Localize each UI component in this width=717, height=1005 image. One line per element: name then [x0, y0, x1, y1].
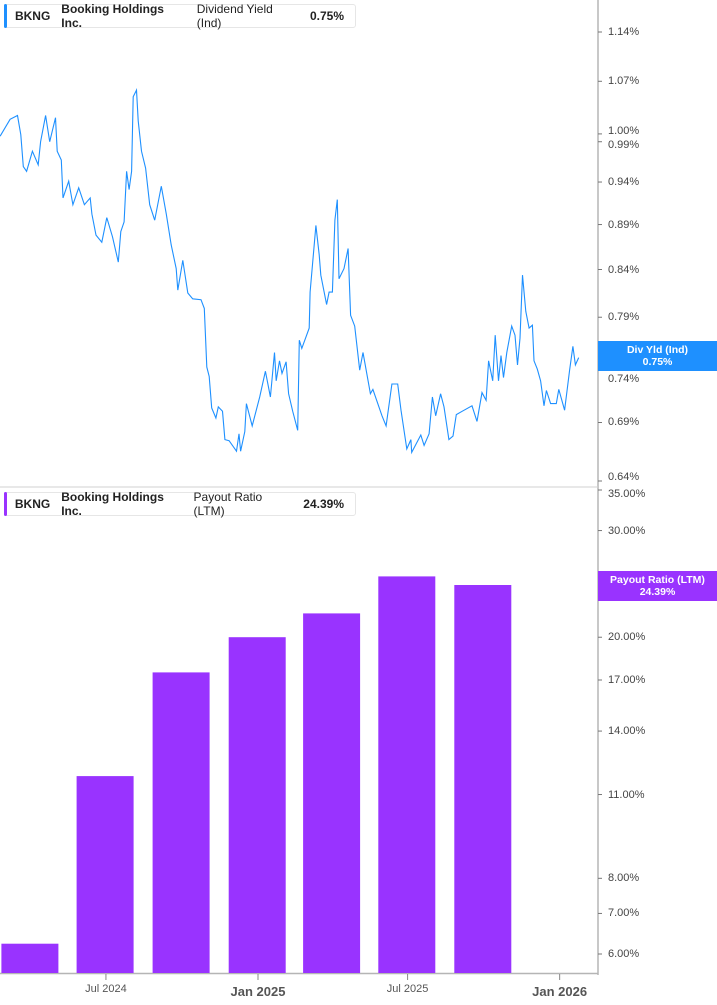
axis-ticks — [105, 31, 602, 980]
legend-accent — [4, 492, 7, 516]
payout-bar — [228, 637, 286, 973]
y-tick-label: 0.74% — [608, 373, 640, 386]
x-tick-label: Jan 2025 — [230, 984, 286, 999]
legend-ticker: BKNG — [14, 497, 51, 511]
tag-label: Div Yld (Ind) — [626, 344, 689, 356]
y-tick-label: 0.99% — [608, 138, 640, 151]
y-tick-label: 6.00% — [608, 948, 640, 960]
payout-ratio-last-value-tag: Payout Ratio (LTM) 24.39% — [598, 571, 717, 601]
y-tick-label: 30.00% — [608, 524, 646, 537]
x-tick-label: Jan 2026 — [532, 984, 588, 999]
x-tick-label: Jul 2025 — [386, 983, 429, 995]
payout-bars — [1, 576, 512, 973]
y-tick-label: 1.14% — [608, 26, 640, 38]
payout-bar — [303, 613, 361, 973]
y-tick-label: 20.00% — [608, 631, 646, 644]
y-tick-label: 0.84% — [608, 263, 640, 276]
legend-metric: Dividend Yield (Ind) — [196, 2, 273, 30]
y-tick-label: 0.64% — [608, 471, 640, 483]
legend-metric: Payout Ratio (LTM) — [193, 490, 263, 518]
y-tick-label: 11.00% — [608, 788, 645, 801]
y-tick-label: 35.00% — [608, 488, 646, 500]
legend-ticker: BKNG — [14, 9, 51, 23]
y-tick-label: 8.00% — [608, 872, 640, 885]
payout-ratio-legend[interactable]: BKNG Booking Holdings Inc. Payout Ratio … — [4, 490, 356, 518]
dividend-yield-last-value-tag: Div Yld (Ind) 0.75% — [598, 341, 717, 371]
y-tick-label: 1.00% — [608, 124, 640, 137]
payout-bar — [454, 585, 512, 973]
y-tick-label: 7.00% — [608, 907, 640, 920]
dividend-yield-line — [0, 88, 580, 455]
legend-company: Booking Holdings Inc. — [61, 2, 164, 30]
y-tick-label: 0.89% — [608, 218, 640, 231]
tag-label: Payout Ratio (LTM) — [610, 574, 705, 586]
y-tick-label: 0.94% — [608, 176, 640, 189]
y-tick-label: 0.79% — [608, 311, 640, 324]
payout-bar — [378, 576, 436, 973]
y-tick-label: 0.69% — [608, 416, 640, 429]
y-tick-label: 1.07% — [608, 75, 640, 88]
tag-value: 0.75% — [642, 356, 673, 368]
y-tick-label: 14.00% — [608, 725, 646, 738]
dividend-yield-legend[interactable]: BKNG Booking Holdings Inc. Dividend Yiel… — [4, 2, 356, 30]
payout-bar — [152, 672, 210, 973]
payout-bar — [1, 943, 59, 973]
y-tick-label: 17.00% — [608, 673, 646, 686]
x-tick-label: Jul 2024 — [85, 983, 127, 995]
tag-value: 24.39% — [639, 586, 676, 598]
payout-bar — [76, 776, 134, 973]
legend-accent — [4, 4, 7, 28]
legend-company: Booking Holdings Inc. — [61, 490, 164, 518]
legend-value: 0.75% — [309, 9, 344, 23]
legend-value: 24.39% — [303, 497, 344, 511]
